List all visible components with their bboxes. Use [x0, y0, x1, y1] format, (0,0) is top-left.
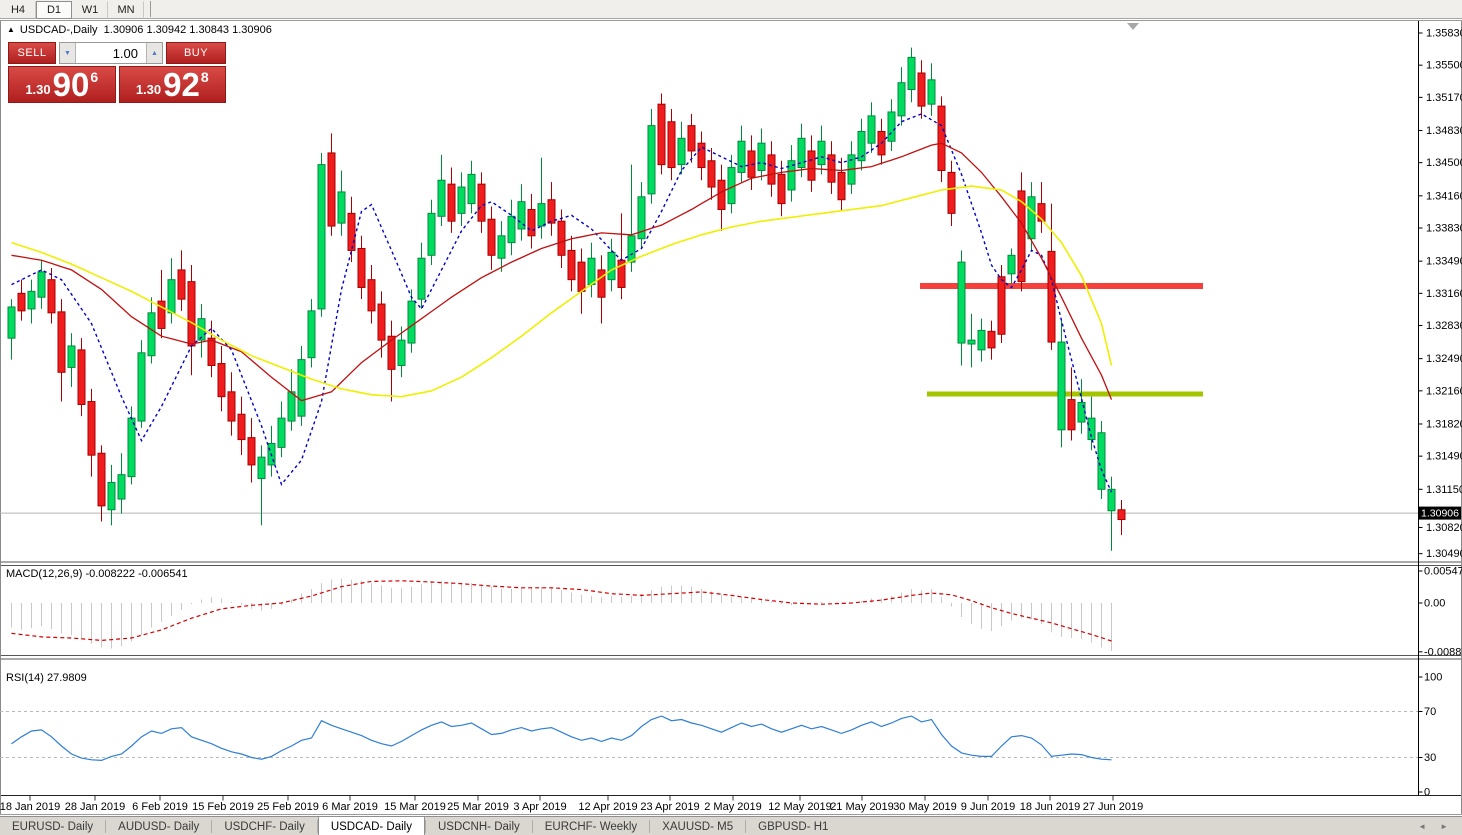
svg-text:27 Jun 2019: 27 Jun 2019 — [1083, 801, 1144, 813]
svg-text:12 Apr 2019: 12 Apr 2019 — [578, 801, 637, 813]
svg-text:1.33830: 1.33830 — [1426, 223, 1462, 235]
buy-button[interactable]: BUY — [166, 42, 226, 64]
svg-text:30: 30 — [1424, 752, 1436, 764]
tab-usdchf[interactable]: USDCHF- Daily — [224, 820, 305, 833]
svg-text:9 Jun 2019: 9 Jun 2019 — [961, 801, 1015, 813]
svg-text:0.00: 0.00 — [1424, 598, 1445, 610]
svg-text:1.32490: 1.32490 — [1426, 353, 1462, 365]
sell-price-display[interactable]: 1.30 90 6 — [8, 66, 116, 103]
svg-text:28 Jan 2019: 28 Jan 2019 — [65, 801, 126, 813]
volume-increase-button[interactable]: ▲ — [146, 43, 162, 63]
timeframe-button-mn[interactable]: MN — [108, 1, 144, 19]
svg-text:1.32830: 1.32830 — [1426, 320, 1462, 332]
rsi-pane — [0, 711, 1418, 762]
current-price-badge — [1419, 506, 1461, 520]
macd-label: MACD(12,26,9) -0.008222 -0.006541 — [6, 568, 188, 580]
svg-text:1.35830: 1.35830 — [1426, 28, 1462, 40]
chart-canvas[interactable]: 1.35830 1.35500 1.35170 1.34830 1.34500 1.341… — [0, 0, 1462, 816]
tab-separator — [531, 820, 533, 833]
tab-separator — [745, 820, 747, 833]
svg-text:1.31150: 1.31150 — [1426, 484, 1462, 496]
svg-text:1.31820: 1.31820 — [1426, 418, 1462, 430]
tab-eurusd[interactable]: EURUSD- Daily — [12, 820, 94, 833]
svg-text:1.32160: 1.32160 — [1426, 385, 1462, 397]
svg-text:23 Apr 2019: 23 Apr 2019 — [640, 801, 699, 813]
main-chart-pane — [0, 23, 1418, 551]
svg-text:1.34830: 1.34830 — [1426, 125, 1462, 137]
tab-gbpusd[interactable]: GBPUSD- H1 — [758, 820, 829, 833]
rsi-line — [11, 715, 1112, 762]
svg-text:70: 70 — [1424, 706, 1436, 718]
svg-text:15 Mar 2019: 15 Mar 2019 — [384, 801, 446, 813]
svg-text:30 May 2019: 30 May 2019 — [893, 801, 957, 813]
tab-audusd[interactable]: AUDUSD- Daily — [118, 820, 200, 833]
tab-usdcnh[interactable]: USDCNH- Daily — [437, 820, 520, 833]
svg-text:2 May 2019: 2 May 2019 — [704, 801, 761, 813]
macd-signal-line — [11, 580, 1112, 642]
buy-price-display[interactable]: 1.30 92 8 — [118, 66, 226, 103]
tab-separator — [211, 820, 213, 833]
svg-text:1.34160: 1.34160 — [1426, 190, 1462, 202]
svg-text:15 Feb 2019: 15 Feb 2019 — [192, 801, 254, 813]
svg-text:25 Feb 2019: 25 Feb 2019 — [257, 801, 319, 813]
svg-text:25 Mar 2019: 25 Mar 2019 — [447, 801, 509, 813]
svg-text:1.30490: 1.30490 — [1426, 548, 1462, 560]
sell-button[interactable]: SELL — [8, 42, 56, 64]
chart-tabs-bar: EURUSD- Daily AUDUSD- Daily USDCHF- Daily U… — [0, 816, 1462, 835]
tab-scroll-left-icon[interactable]: ◄ — [1418, 822, 1427, 831]
tab-separator — [649, 820, 651, 833]
tab-eurchf[interactable]: EURCHF- Weekly — [544, 820, 638, 833]
toolbar-separator — [150, 1, 151, 17]
svg-text:18 Jun 2019: 18 Jun 2019 — [1020, 801, 1081, 813]
volume-stepper: ▼ 1.00 ▲ — [59, 42, 163, 64]
svg-text:100: 100 — [1424, 672, 1442, 684]
svg-text:21 May 2019: 21 May 2019 — [830, 801, 894, 813]
tab-separator — [105, 820, 107, 833]
svg-text:1.35170: 1.35170 — [1426, 92, 1462, 104]
svg-text:1.33490: 1.33490 — [1426, 256, 1462, 268]
svg-text:1.34500: 1.34500 — [1426, 157, 1462, 169]
svg-text:1.35500: 1.35500 — [1426, 60, 1462, 72]
timeframe-button-h4[interactable]: H4 — [0, 1, 36, 19]
tab-xauusd[interactable]: XAUUSD- M5 — [662, 820, 734, 833]
chart-title-text: USDCAD-,Daily 1.30906 1.30942 1.30843 1.… — [19, 24, 272, 36]
price-axis-labels: 1.35830 1.35500 1.35170 1.34830 1.34500 1.341… — [1418, 28, 1462, 560]
svg-text:6 Feb 2019: 6 Feb 2019 — [132, 801, 188, 813]
svg-text:1.31490: 1.31490 — [1426, 451, 1462, 463]
date-axis: 18 Jan 2019 28 Jan 2019 6 Feb 2019 15 Feb 2… — [0, 796, 1143, 813]
svg-text:18 Jan 2019: 18 Jan 2019 — [0, 801, 60, 813]
svg-text:-0.008875: -0.008875 — [1424, 646, 1462, 658]
svg-text:1.30820: 1.30820 — [1426, 522, 1462, 534]
rsi-label: RSI(14) 27.9809 — [6, 672, 87, 684]
timeframe-button-w1[interactable]: W1 — [72, 1, 108, 19]
svg-text:0: 0 — [1424, 787, 1430, 799]
ma-blue-dashed — [11, 113, 1113, 493]
svg-text:1.33160: 1.33160 — [1426, 288, 1462, 300]
chart-title: ▲ USDCAD-,Daily 1.30906 1.30942 1.30843 … — [7, 24, 272, 36]
tab-separator — [316, 820, 318, 833]
one-click-trade-panel: SELL ▼ 1.00 ▲ BUY 1.30 90 6 1.30 92 8 — [8, 42, 226, 103]
svg-text:6 Mar 2019: 6 Mar 2019 — [322, 801, 378, 813]
collapse-icon[interactable]: ▲ — [7, 25, 15, 34]
svg-text:0.005479: 0.005479 — [1424, 566, 1462, 578]
svg-text:3 Apr 2019: 3 Apr 2019 — [513, 801, 566, 813]
ma-red — [11, 142, 1113, 402]
tab-scroll-right-icon[interactable]: ► — [1440, 822, 1448, 831]
svg-text:1.30906: 1.30906 — [1421, 508, 1459, 520]
volume-input[interactable]: 1.00 — [112, 45, 138, 61]
timeframe-button-d1[interactable]: D1 — [36, 1, 72, 19]
tab-separator — [424, 820, 426, 833]
tab-usdcad[interactable]: USDCAD- Daily — [317, 817, 425, 835]
macd-pane — [11, 578, 1112, 651]
ma-yellow — [11, 185, 1113, 398]
svg-text:12 May 2019: 12 May 2019 — [768, 801, 832, 813]
shift-marker-icon — [1127, 23, 1139, 30]
volume-decrease-button[interactable]: ▼ — [60, 43, 76, 63]
timeframe-toolbar: H4 D1 W1 MN — [0, 0, 1462, 19]
candles-layer — [7, 47, 1126, 551]
